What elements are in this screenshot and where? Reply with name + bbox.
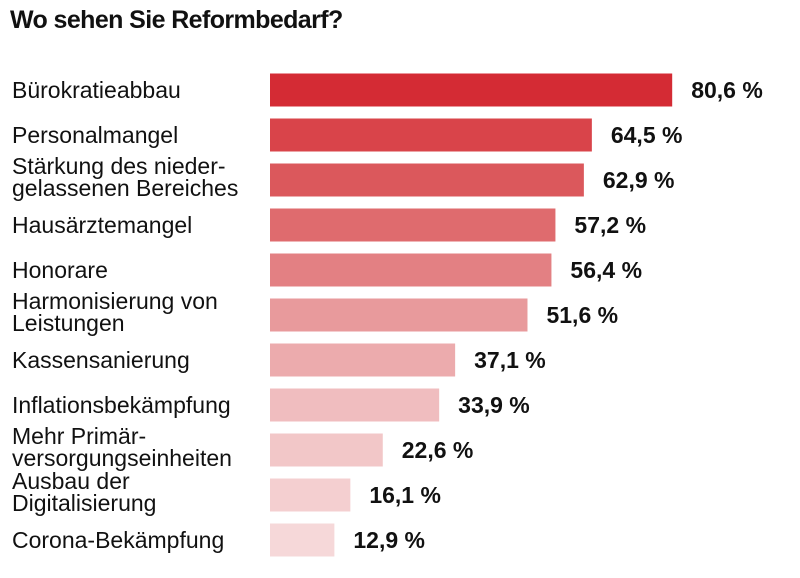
bar-4 [270, 253, 552, 287]
category-label-3: Hausärztemangel [12, 212, 192, 238]
chart-title: Wo sehen Sie Reformbedarf? [10, 6, 343, 34]
value-label-1: 64,5 % [611, 122, 683, 148]
value-label-9: 16,1 % [369, 482, 441, 508]
category-label-1: Personalmangel [12, 122, 178, 148]
value-label-0: 80,6 % [691, 77, 763, 103]
value-label-3: 57,2 % [574, 212, 646, 238]
bar-3 [270, 208, 556, 242]
category-label-0: Bürokratieabbau [12, 77, 181, 103]
category-label-9-line-1: Digitalisierung [12, 490, 156, 516]
value-label-8: 22,6 % [402, 437, 474, 463]
bar-0 [270, 73, 673, 107]
bar-1 [270, 118, 592, 152]
bar-5 [270, 298, 528, 332]
value-label-2: 62,9 % [603, 167, 675, 193]
category-label-10: Corona-Bekämpfung [12, 527, 224, 553]
value-label-10: 12,9 % [353, 527, 425, 553]
bar-6 [270, 343, 456, 377]
category-label-4: Honorare [12, 257, 108, 283]
value-label-5: 51,6 % [546, 302, 618, 328]
category-label-2: Stärkung des nieder-gelassenen Bereiches [12, 153, 238, 201]
category-label-8: Mehr Primär-versorgungseinheiten [12, 423, 232, 471]
bar-8 [270, 433, 383, 467]
bar-10 [270, 523, 335, 557]
value-label-4: 56,4 % [570, 257, 642, 283]
bar-7 [270, 388, 440, 422]
category-label-5-line-0: Harmonisierung von [12, 288, 218, 314]
category-label-8-line-1: versorgungseinheiten [12, 445, 232, 471]
value-label-6: 37,1 % [474, 347, 546, 373]
category-label-9-line-0: Ausbau der [12, 468, 130, 494]
category-label-5: Harmonisierung von Leistungen [12, 288, 218, 336]
category-label-2-line-1: gelassenen Bereiches [12, 175, 238, 201]
bar-9 [270, 478, 351, 512]
category-label-9: Ausbau der Digitalisierung [12, 468, 156, 516]
category-label-7: Inflationsbekämpfung [12, 392, 231, 418]
category-label-5-line-1: Leistungen [12, 310, 125, 336]
category-label-8-line-0: Mehr Primär- [12, 423, 146, 449]
bar-2 [270, 163, 584, 197]
category-label-2-line-0: Stärkung des nieder- [12, 153, 226, 179]
value-label-7: 33,9 % [458, 392, 530, 418]
category-label-6: Kassensanierung [12, 347, 190, 373]
